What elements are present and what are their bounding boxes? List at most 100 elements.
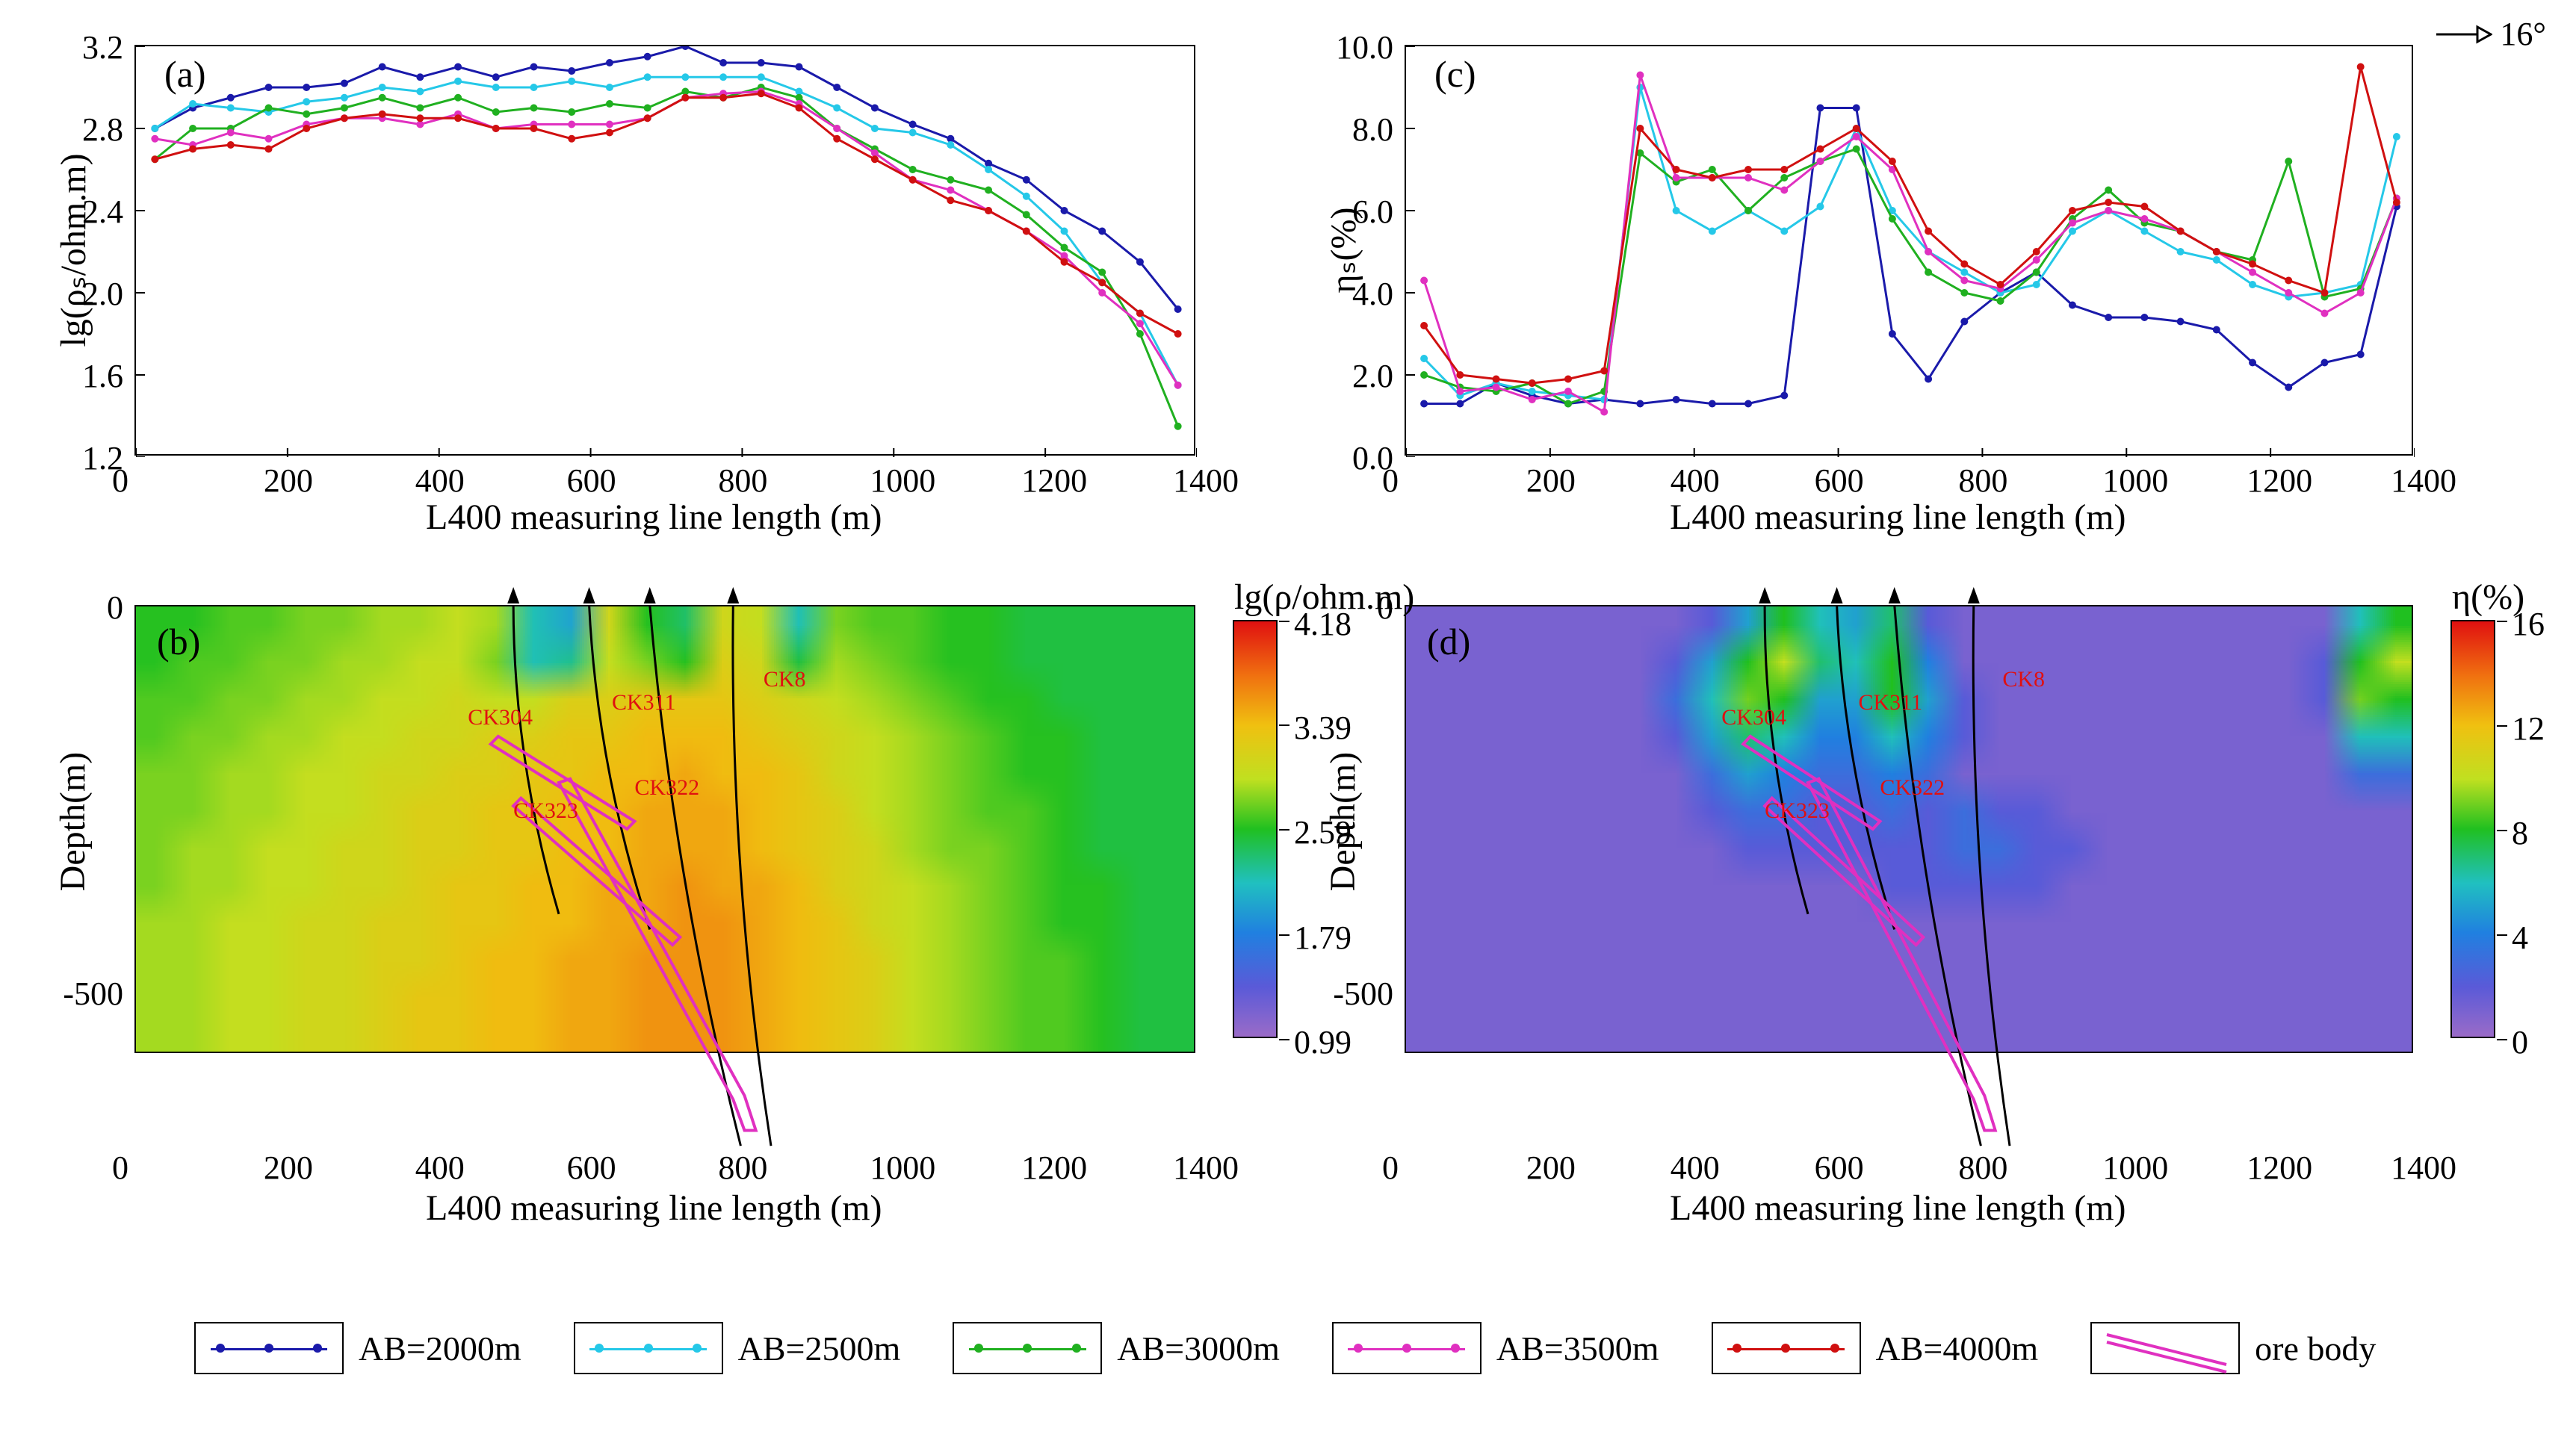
series-marker-AB2500 (985, 166, 992, 173)
series-marker-AB3000 (644, 105, 651, 112)
series-marker-AB3500 (606, 121, 613, 128)
legend-item-AB2500: AB=2500m (574, 1322, 901, 1374)
legend-label: AB=3500m (1496, 1329, 1659, 1368)
series-marker-AB3000 (1960, 289, 1968, 297)
series-marker-AB3500 (1564, 388, 1572, 395)
series-marker-AB4000 (1456, 371, 1464, 379)
series-marker-AB3000 (1098, 269, 1106, 276)
series-marker-AB3000 (189, 125, 196, 132)
x-tick-label: 1400 (1173, 462, 1239, 500)
series-marker-AB2000 (1636, 400, 1644, 408)
series-marker-AB3500 (1636, 72, 1644, 79)
series-marker-AB2000 (1673, 396, 1680, 403)
series-marker-AB4000 (1925, 228, 1932, 235)
x-tick-label: 1000 (2102, 1149, 2168, 1187)
drill-arrow-icon (644, 587, 656, 603)
colorbar-resistivity: 0.991.792.593.394.18lg(ρ/ohm.m) (1233, 620, 1278, 1038)
series-marker-AB3000 (265, 105, 273, 112)
colorbar-title: η(%) (2452, 577, 2524, 618)
series-marker-AB3500 (2357, 289, 2365, 297)
series-marker-AB4000 (189, 146, 196, 153)
series-marker-AB3500 (1174, 382, 1182, 389)
y-tick-label: 2.0 (1352, 357, 1393, 395)
series-marker-AB2500 (379, 84, 386, 91)
drill-arrow-icon (583, 587, 595, 603)
series-marker-AB4000 (2357, 63, 2365, 71)
series-marker-AB3000 (1136, 330, 1144, 338)
series-line-AB4000 (1424, 67, 2397, 384)
colorbar-tick-mark (2497, 725, 2507, 727)
series-marker-AB2000 (1889, 330, 1896, 338)
series-marker-AB3000 (2285, 158, 2292, 165)
series-marker-AB4000 (947, 196, 954, 204)
series-marker-AB3000 (379, 94, 386, 102)
series-marker-AB4000 (1600, 367, 1608, 375)
series-marker-AB3000 (568, 108, 575, 116)
series-marker-AB3500 (2285, 289, 2292, 297)
x-tick-label: 1400 (1173, 1149, 1239, 1187)
series-marker-AB2500 (2033, 281, 2040, 288)
series-marker-AB2000 (1709, 400, 1716, 408)
y-tick-label: 0.0 (1352, 439, 1393, 477)
legend-label: ore body (2255, 1329, 2376, 1368)
series-marker-AB3000 (1564, 400, 1572, 408)
series-marker-AB2500 (2069, 228, 2076, 235)
series-marker-AB3000 (947, 176, 954, 184)
series-marker-AB2000 (2249, 359, 2256, 367)
north-arrow: 16° (2433, 15, 2546, 53)
series-marker-AB2500 (644, 73, 651, 81)
series-marker-AB2500 (833, 105, 840, 112)
series-marker-AB3000 (1174, 423, 1182, 430)
series-marker-AB2500 (871, 125, 879, 132)
series-marker-AB4000 (681, 94, 689, 102)
colorbar-tick-mark (1279, 724, 1289, 726)
series-marker-AB3500 (1493, 384, 1500, 391)
series-marker-AB2000 (1098, 228, 1106, 235)
series-marker-AB4000 (1098, 279, 1106, 286)
series-marker-AB4000 (2393, 199, 2400, 206)
x-axis-label: L400 measuring line length (m) (1670, 497, 2126, 538)
x-tick-label: 1200 (2247, 1149, 2312, 1187)
drill-arrow-icon (727, 587, 739, 603)
panel-d-section: CK304CK323CK311CK322CK8 (1405, 605, 2413, 1143)
drill-arrow-icon (507, 587, 519, 603)
series-marker-AB3500 (1456, 388, 1464, 395)
x-tick-label: 800 (718, 462, 767, 500)
x-tick-label: 800 (1958, 462, 2007, 500)
series-marker-AB2500 (1960, 269, 1968, 276)
series-marker-AB3500 (1420, 277, 1428, 285)
series-marker-AB2500 (947, 141, 954, 149)
series-marker-AB3000 (492, 108, 500, 116)
series-marker-AB2000 (265, 84, 273, 91)
x-tick-label: 1000 (870, 462, 935, 500)
series-marker-AB3000 (1853, 146, 1860, 153)
series-marker-AB4000 (530, 125, 538, 132)
series-marker-AB4000 (1709, 174, 1716, 181)
series-marker-AB4000 (1174, 330, 1182, 338)
panel-c-line-chart (1405, 45, 2413, 456)
series-marker-AB2000 (871, 105, 879, 112)
colorbar-tick-mark (1279, 934, 1289, 936)
legend-swatch (953, 1322, 1102, 1374)
y-axis-label: Depth(m) (52, 724, 93, 919)
panel-letter: (b) (157, 620, 200, 663)
colorbar-tick-mark (2497, 934, 2507, 936)
series-marker-AB2000 (1816, 105, 1824, 112)
x-tick-label: 1200 (2247, 462, 2312, 500)
series-marker-AB4000 (416, 114, 424, 122)
y-tick-label: -500 (1333, 975, 1393, 1013)
legend-item-AB2000: AB=2000m (194, 1322, 521, 1374)
series-marker-AB2500 (1780, 228, 1788, 235)
panel-b-section: CK304CK323CK311CK322CK8 (134, 605, 1195, 1143)
series-marker-AB3000 (1709, 166, 1716, 173)
series-marker-AB4000 (1744, 166, 1752, 173)
y-axis-label: lg(ρₛ/ohm.m) (52, 138, 94, 362)
series-marker-AB2000 (2140, 314, 2148, 321)
series-marker-AB2500 (758, 73, 765, 81)
series-marker-AB4000 (2320, 289, 2328, 297)
series-marker-AB2000 (2320, 359, 2328, 367)
colorbar-tick-mark (1279, 829, 1289, 831)
series-marker-AB3000 (1780, 174, 1788, 181)
series-marker-AB3500 (1673, 174, 1680, 181)
series-marker-AB2500 (1420, 355, 1428, 362)
